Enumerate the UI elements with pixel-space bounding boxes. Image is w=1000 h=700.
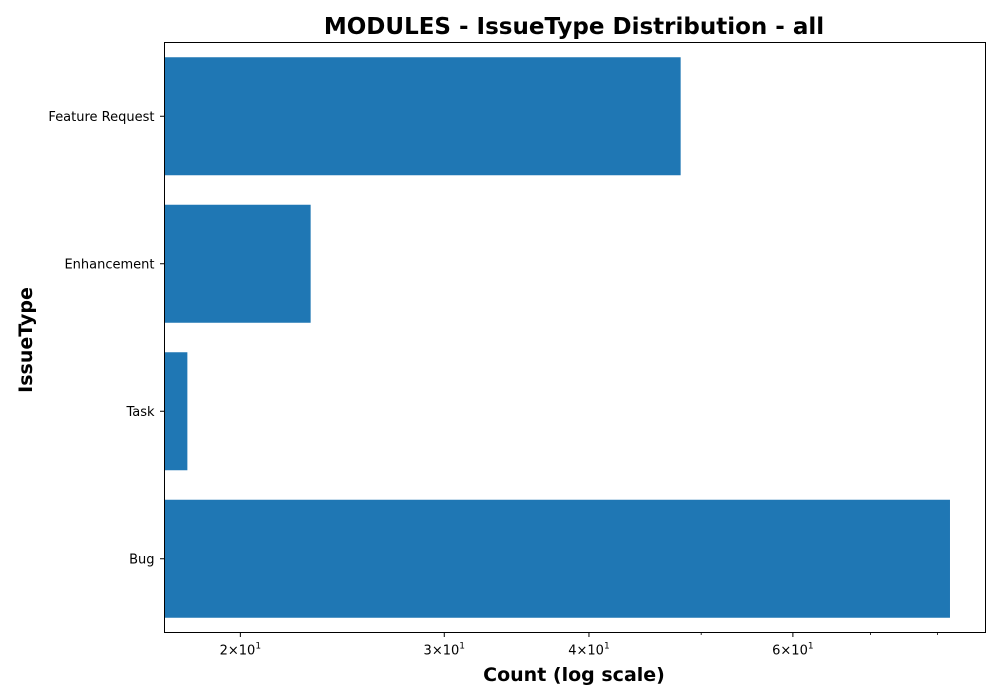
y-tick-label-task: Task [125, 405, 155, 420]
x-tick-label-20: 2×101 [220, 642, 261, 659]
y-tick-label-feature-request: Feature Request [48, 110, 154, 125]
x-axis-ticks: 2×101 3×101 4×101 6×101 [220, 632, 938, 659]
bar-bug [164, 499, 950, 618]
bars-layer [164, 57, 950, 618]
x-tick-label-40: 4×101 [568, 642, 609, 659]
bar-enhancement [164, 204, 311, 323]
x-axis-label: Count (log scale) [483, 664, 665, 686]
y-axis-ticks: Bug Task Enhancement Feature Request [48, 110, 165, 567]
bar-task [164, 352, 188, 471]
chart-title: MODULES - IssueType Distribution - all [324, 14, 824, 40]
y-tick-label-enhancement: Enhancement [64, 257, 154, 272]
y-axis-label: IssueType [15, 287, 37, 393]
y-tick-label-bug: Bug [129, 552, 154, 567]
x-tick-label-60: 6×101 [772, 642, 813, 659]
x-tick-label-30: 3×101 [424, 642, 465, 659]
bar-feature-request [164, 57, 681, 176]
plot-frame [164, 42, 986, 633]
